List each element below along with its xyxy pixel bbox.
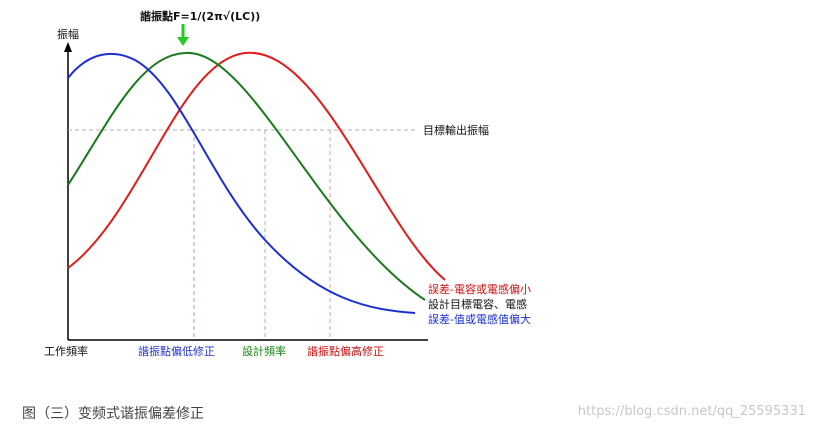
target-amplitude-label: 目標輸出振幅 [423, 123, 489, 137]
figure-caption: 图（三）变频式谐振偏差修正 [22, 406, 204, 422]
curve-design-target [67, 51, 426, 301]
x-tick-design-frequency: 設計頻率 [242, 344, 286, 358]
curve-value-too-large [67, 52, 416, 314]
resonance-point-label: 諧振點F=1/(2π√(LC)) [140, 9, 260, 23]
y-axis-arrowhead [64, 42, 72, 52]
resonance-diagram: 諧振點F=1/(2π√(LC)) 振幅 目標輸出振幅 工作頻率 諧振點偏低修正 … [44, 9, 531, 358]
watermark: https://blog.csdn.net/qq_25595331 [577, 404, 806, 419]
curve-capacitance-too-small [67, 51, 446, 281]
legend-red-label: 誤差-電容或電感偏小 [428, 282, 531, 296]
legend-green-label: 設計目標電容、電感 [428, 297, 527, 311]
x-tick-high-correction: 諧振點偏高修正 [307, 344, 384, 358]
y-axis-label: 振幅 [57, 27, 79, 41]
legend-blue-label: 誤差-值或電感值偏大 [428, 312, 531, 326]
resonance-arrow-head [177, 37, 189, 46]
x-axis-label: 工作頻率 [44, 344, 88, 358]
x-tick-low-correction: 諧振點偏低修正 [138, 344, 215, 358]
